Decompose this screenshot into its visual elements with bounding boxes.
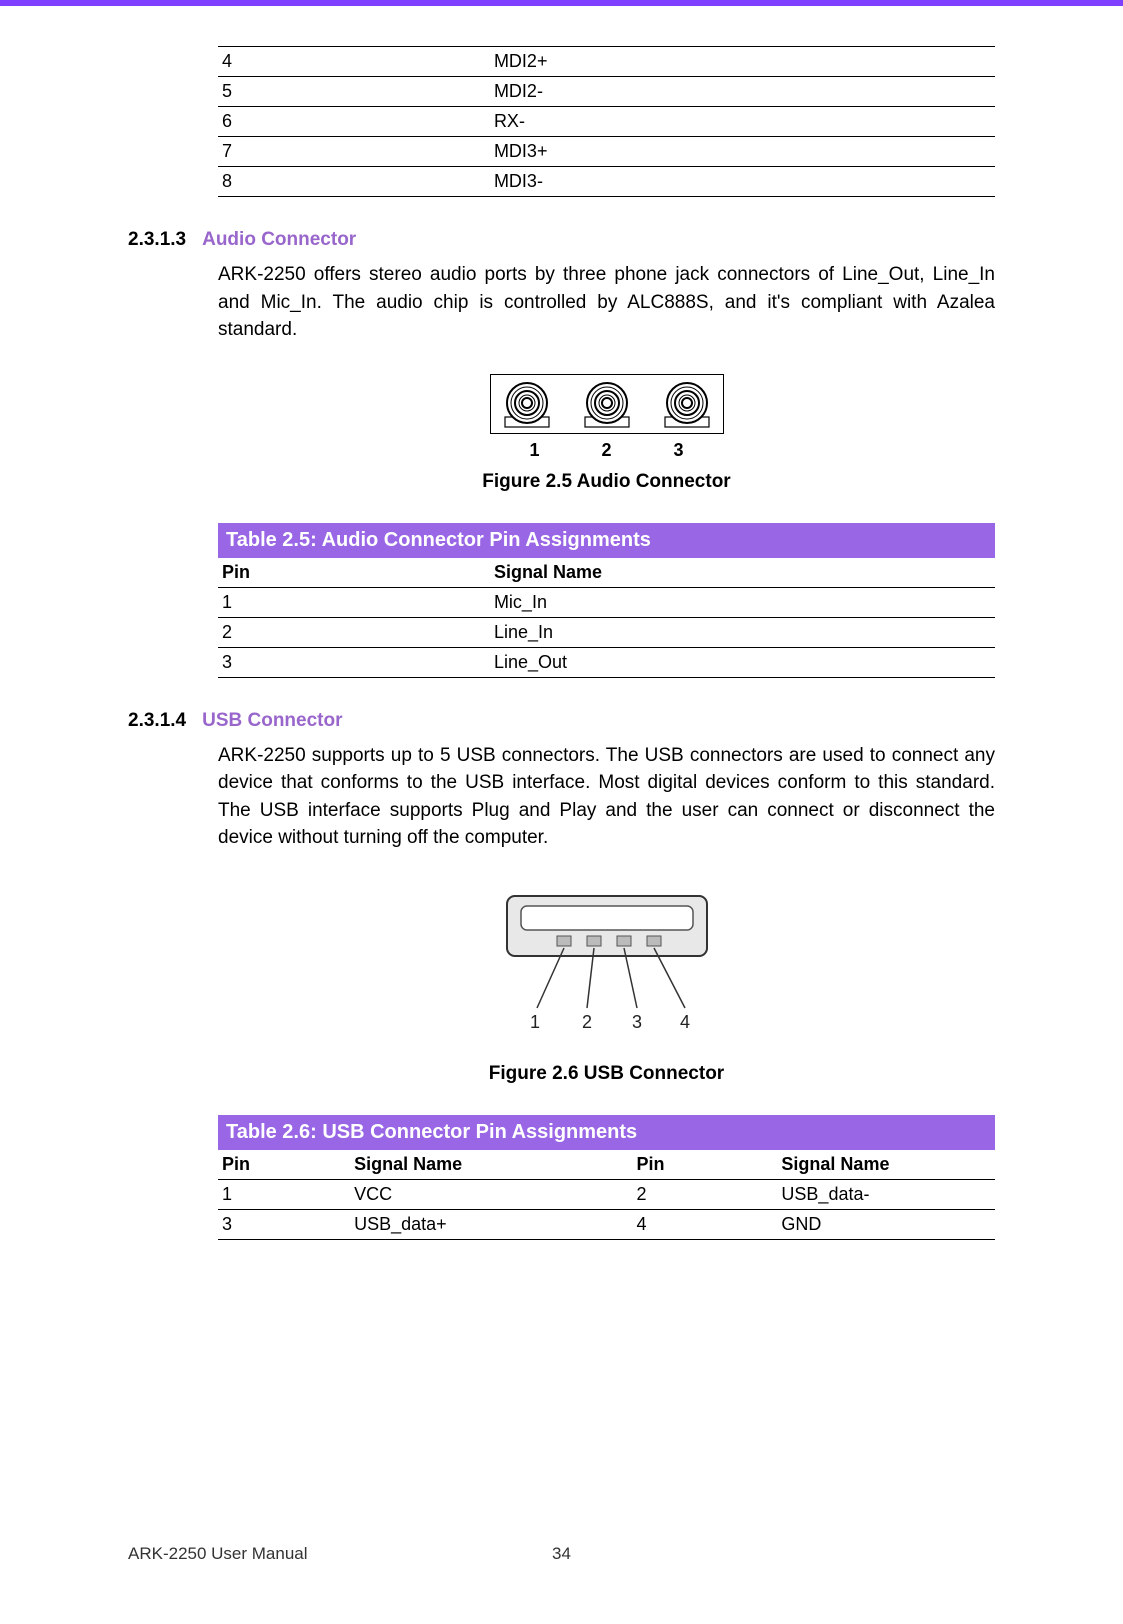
table-row: 7MDI3+ (218, 137, 995, 167)
pin-cell: 3 (218, 1209, 350, 1239)
signal-cell: MDI2+ (490, 47, 995, 77)
pin-cell: 2 (606, 1179, 777, 1209)
usb-body-text: ARK-2250 supports up to 5 USB connectors… (218, 742, 995, 852)
pin-cell: 4 (218, 47, 490, 77)
header-sig1: Signal Name (350, 1150, 606, 1180)
usb-section-body: ARK-2250 supports up to 5 USB connectors… (218, 742, 995, 1240)
table-row: 5MDI2- (218, 77, 995, 107)
pin-cell: 7 (218, 137, 490, 167)
header-pin2: Pin (606, 1150, 777, 1180)
table-row: 8MDI3- (218, 167, 995, 197)
header-pin: Pin (218, 558, 490, 588)
signal-cell: VCC (350, 1179, 606, 1209)
pin-cell: 3 (218, 647, 490, 677)
table-row: 1 VCC 2 USB_data- (218, 1179, 995, 1209)
table-row: 1Mic_In (218, 587, 995, 617)
audio-jack-box (490, 374, 724, 434)
jack-label-1: 1 (529, 440, 539, 461)
usb-connector-icon: 1 2 3 4 (487, 888, 727, 1038)
audio-section-body: ARK-2250 offers stereo audio ports by th… (218, 261, 995, 678)
usb-pin-table: Pin Signal Name Pin Signal Name 1 VCC 2 … (218, 1150, 995, 1240)
footer-page-number: 34 (552, 1544, 571, 1564)
top-pin-table: 4MDI2+ 5MDI2- 6RX- 7MDI3+ 8MDI3- (218, 46, 995, 197)
audio-jack-3 (659, 381, 715, 429)
usb-pin-label-3: 3 (631, 1012, 641, 1032)
table-row: 4MDI2+ (218, 47, 995, 77)
signal-cell: MDI3+ (490, 137, 995, 167)
section-heading-usb: 2.3.1.4 USB Connector (128, 710, 995, 732)
jack-label-2: 2 (601, 440, 611, 461)
header-signal: Signal Name (490, 558, 995, 588)
usb-figure-caption: Figure 2.6 USB Connector (218, 1063, 995, 1085)
signal-cell: MDI2- (490, 77, 995, 107)
table-row: 2Line_In (218, 617, 995, 647)
page-footer: ARK-2250 User Manual 34 (128, 1544, 995, 1564)
signal-cell: MDI3- (490, 167, 995, 197)
audio-jack-icon (503, 381, 551, 429)
pin-cell: 6 (218, 107, 490, 137)
audio-figure-caption: Figure 2.5 Audio Connector (218, 471, 995, 493)
pin-cell: 2 (218, 617, 490, 647)
page-content: 4MDI2+ 5MDI2- 6RX- 7MDI3+ 8MDI3- 2.3.1.3… (0, 6, 1123, 1240)
usb-pin-label-1: 1 (529, 1012, 539, 1032)
signal-cell: USB_data+ (350, 1209, 606, 1239)
section-title: Audio Connector (202, 229, 356, 251)
signal-cell: GND (777, 1209, 995, 1239)
usb-pin-label-2: 2 (581, 1012, 591, 1032)
audio-jack-1 (499, 381, 555, 429)
signal-cell: Mic_In (490, 587, 995, 617)
pin-cell: 8 (218, 167, 490, 197)
table-row: 3Line_Out (218, 647, 995, 677)
signal-cell: RX- (490, 107, 995, 137)
section-number: 2.3.1.4 (128, 710, 186, 732)
header-sig2: Signal Name (777, 1150, 995, 1180)
audio-figure: 1 2 3 Figure 2.5 Audio Connector (218, 374, 995, 493)
pin-cell: 5 (218, 77, 490, 107)
usb-table-title: Table 2.6: USB Connector Pin Assignments (218, 1115, 995, 1150)
signal-cell: USB_data- (777, 1179, 995, 1209)
table-header-row: Pin Signal Name (218, 558, 995, 588)
signal-cell: Line_In (490, 617, 995, 647)
signal-cell: Line_Out (490, 647, 995, 677)
usb-figure: 1 2 3 4 (218, 888, 995, 1043)
pin-cell: 1 (218, 587, 490, 617)
section-heading-audio: 2.3.1.3 Audio Connector (128, 229, 995, 251)
section-title: USB Connector (202, 710, 342, 732)
jack-label-3: 3 (674, 440, 684, 461)
section-number: 2.3.1.3 (128, 229, 186, 251)
audio-pin-table: Pin Signal Name 1Mic_In 2Line_In 3Line_O… (218, 558, 995, 678)
pin-cell: 1 (218, 1179, 350, 1209)
audio-jack-icon (583, 381, 631, 429)
top-pin-table-wrap: 4MDI2+ 5MDI2- 6RX- 7MDI3+ 8MDI3- (218, 46, 995, 197)
table-row: 6RX- (218, 107, 995, 137)
audio-table-title: Table 2.5: Audio Connector Pin Assignmen… (218, 523, 995, 558)
header-pin1: Pin (218, 1150, 350, 1180)
table-row: 3 USB_data+ 4 GND (218, 1209, 995, 1239)
audio-body-text: ARK-2250 offers stereo audio ports by th… (218, 261, 995, 344)
table-header-row: Pin Signal Name Pin Signal Name (218, 1150, 995, 1180)
audio-jack-2 (579, 381, 635, 429)
usb-pin-label-4: 4 (679, 1012, 689, 1032)
audio-jack-icon (663, 381, 711, 429)
pin-cell: 4 (606, 1209, 777, 1239)
